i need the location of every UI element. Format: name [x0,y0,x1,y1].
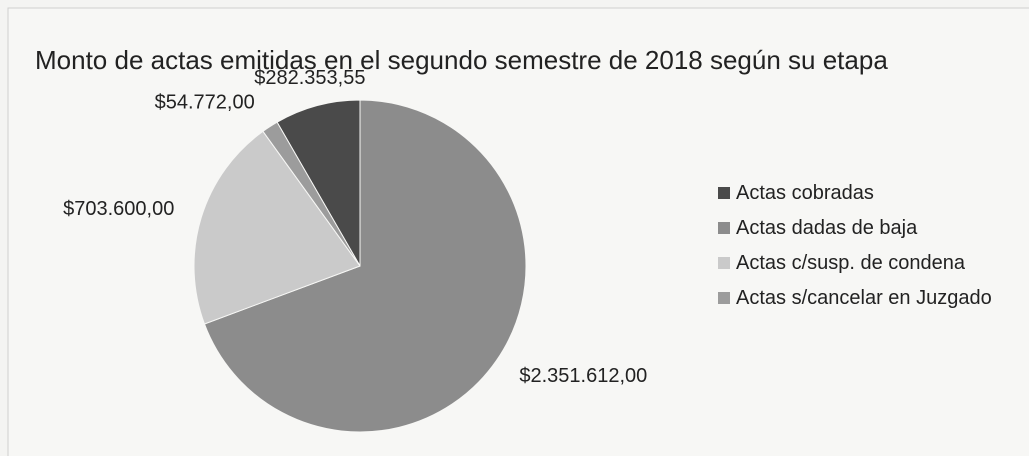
legend-swatch [718,222,730,234]
legend-swatch [718,292,730,304]
legend-item: Actas s/cancelar en Juzgado [718,285,1018,311]
pie-slice [262,121,361,267]
legend-label: Actas s/cancelar en Juzgado [736,287,992,309]
data-label: $282.353,55 [254,67,365,89]
chart-title: Monto de actas emitidas en el segundo se… [35,45,888,75]
legend-item: Actas cobradas [718,180,1018,206]
pie-slice [193,130,361,325]
legend-label: Actas c/susp. de condena [736,252,966,274]
pie-slice [276,99,361,268]
pie-slice [203,99,527,433]
data-label: $2.351.612,00 [519,365,647,387]
legend-label: Actas dadas de baja [736,217,918,239]
legend: Actas cobradas Actas dadas de baja Actas c… [718,180,1018,320]
legend-swatch [718,257,730,269]
legend-swatch [718,187,730,199]
legend-item: Actas dadas de baja [718,215,1018,241]
data-label: $703.600,00 [63,198,174,220]
data-label: $54.772,00 [155,91,255,113]
legend-item: Actas c/susp. de condena [718,250,1018,276]
legend-label: Actas cobradas [736,182,874,204]
